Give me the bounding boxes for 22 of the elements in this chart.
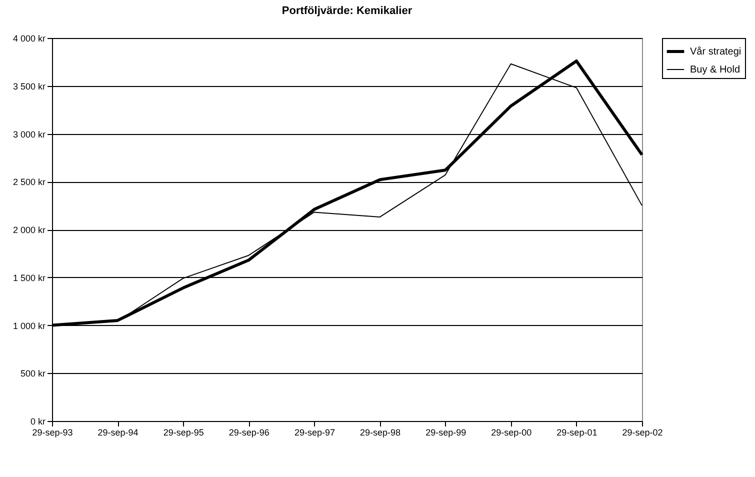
y-tick-label: 4 000 kr — [12, 34, 46, 44]
y-tick-label: 3 000 kr — [12, 129, 46, 140]
y-tick-label: 500 kr — [20, 368, 46, 379]
x-tick-label: 29-sep-94 — [98, 428, 138, 438]
y-tick-label: 0 kr — [30, 416, 46, 426]
x-tick-label: 29-sep-01 — [556, 428, 598, 438]
y-tick-label: 2 500 kr — [12, 177, 46, 188]
y-tick-label: 2 000 kr — [12, 225, 46, 235]
y-tick-label: 1 000 kr — [12, 320, 46, 331]
x-tick-label: 29-sep-98 — [360, 428, 401, 438]
x-tick-label: 29-sep-00 — [491, 428, 532, 438]
y-tick-label: 3 500 kr — [12, 81, 46, 92]
x-tick-label: 29-sep-02 — [622, 428, 663, 438]
x-tick-label: 29-sep-95 — [163, 428, 204, 438]
legend-label: Vår strategi — [690, 46, 742, 58]
x-tick-label: 29-sep-97 — [294, 428, 335, 438]
x-tick-label: 29-sep-96 — [228, 428, 270, 438]
y-tick-label: 1 500 kr — [12, 272, 46, 283]
legend-label: Buy & Hold — [690, 64, 740, 76]
x-tick-label: 29-sep-93 — [32, 428, 73, 438]
x-tick-label: 29-sep-99 — [426, 428, 466, 438]
chart-title: Portföljvärde: Kemikalier — [282, 5, 413, 17]
